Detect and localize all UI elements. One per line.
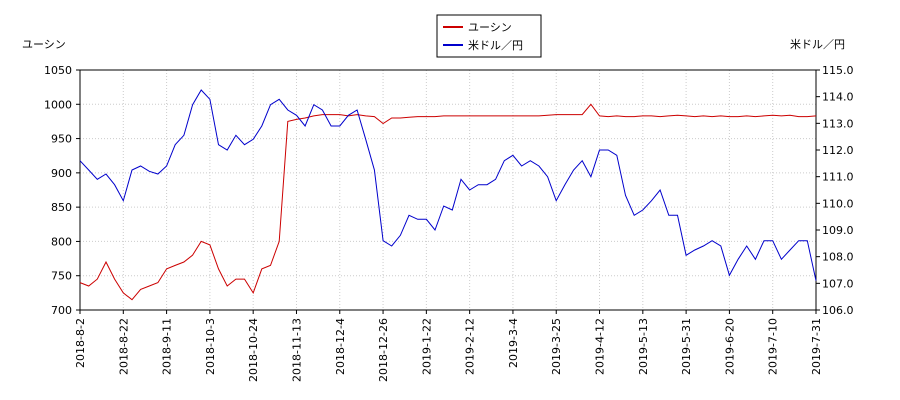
y-tick-label: 950 [51,133,72,146]
y-tick-label: 750 [51,270,72,283]
legend [436,14,542,58]
y-tick-label: 850 [51,201,72,214]
x-tick-label: 2019-3-4 [507,318,520,368]
x-tick-label: 2018-11-13 [290,318,303,382]
y2-tick-label: 112.0 [822,144,854,157]
x-tick-label: 2019-6-20 [723,318,736,375]
y2-tick-label: 113.0 [822,117,854,130]
y-tick-label: 800 [51,235,72,248]
y2-tick-label: 109.0 [822,224,854,237]
x-tick-label: 2018-10-3 [204,318,217,375]
y2-tick-label: 106.0 [822,304,854,317]
y2-axis-title: 米ドル／円 [790,38,845,51]
y-tick-label: 700 [51,304,72,317]
legend-label: 米ドル／円 [468,39,523,52]
x-tick-label: 2018-12-4 [334,318,347,375]
line-series [79,103,817,301]
x-tick-label: 2019-5-31 [680,318,693,375]
x-tick-label: 2018-8-22 [117,318,130,375]
x-tick-label: 2019-1-22 [420,318,433,375]
x-tick-label: 2019-7-31 [810,318,823,375]
plot-frame [79,69,817,311]
x-tick-label: 2018-12-26 [377,318,390,382]
x-tick-label: 2018-10-24 [247,318,260,382]
x-tick-label: 2018-9-11 [161,318,174,375]
y2-tick-label: 114.0 [822,91,854,104]
x-tick-label: 2019-4-12 [594,318,607,375]
y2-tick-label: 107.0 [822,277,854,290]
y2-tick-label: 110.0 [822,197,854,210]
y2-tick-label: 111.0 [822,171,854,184]
legend-label: ユーシン [468,21,512,34]
y-tick-label: 1000 [44,98,72,111]
y-tick-label: 1050 [44,64,72,77]
x-tick-label: 2019-7-10 [767,318,780,375]
x-tick-label: 2019-5-13 [637,318,650,375]
line-series [79,89,817,281]
x-tick-label: 2019-2-12 [464,318,477,375]
x-tick-label: 2018-8-2 [74,318,87,368]
y-tick-label: 900 [51,167,72,180]
y-axis-title: ユーシン [22,38,66,51]
y2-tick-label: 115.0 [822,64,854,77]
x-tick-label: 2019-3-25 [550,318,563,375]
y2-tick-label: 108.0 [822,251,854,264]
